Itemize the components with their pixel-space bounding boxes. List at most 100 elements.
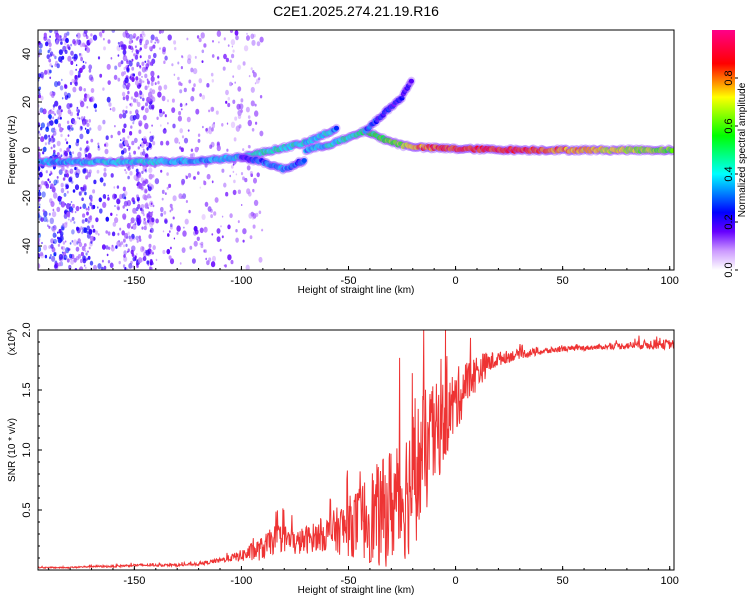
noise-speck xyxy=(71,180,74,184)
noise-speck xyxy=(88,69,92,73)
noise-speck xyxy=(86,225,91,231)
noise-speck xyxy=(142,180,146,187)
noise-speck xyxy=(185,200,188,203)
noise-speck xyxy=(168,230,171,233)
noise-speck xyxy=(89,98,92,102)
noise-speck xyxy=(209,144,213,149)
noise-speck xyxy=(140,204,145,209)
noise-speck xyxy=(52,232,57,238)
noise-speck xyxy=(136,101,141,107)
noise-speck xyxy=(38,94,41,99)
noise-speck xyxy=(121,150,125,155)
noise-speck xyxy=(172,216,175,220)
noise-speck xyxy=(74,81,78,87)
noise-speck xyxy=(252,224,256,229)
noise-speck xyxy=(38,203,41,206)
noise-speck xyxy=(135,80,139,86)
noise-speck xyxy=(201,60,204,63)
noise-speck xyxy=(102,87,105,91)
noise-speck xyxy=(177,61,180,65)
noise-speck xyxy=(82,42,85,47)
noise-speck xyxy=(73,221,76,224)
noise-speck xyxy=(61,78,63,81)
noise-speck xyxy=(90,235,95,242)
noise-speck xyxy=(134,54,139,60)
noise-speck xyxy=(114,125,116,128)
noise-speck xyxy=(72,189,76,193)
noise-speck xyxy=(139,55,142,59)
noise-speck xyxy=(38,237,41,241)
noise-speck xyxy=(126,60,129,65)
noise-speck xyxy=(154,36,158,42)
colorbar: 0.0 0.2 0.4 0.6 0.8 Normalized spectral ampl… xyxy=(712,30,748,278)
noise-speck xyxy=(60,109,63,113)
noise-speck xyxy=(86,93,90,99)
noise-speck xyxy=(144,107,149,114)
noise-speck xyxy=(104,143,107,147)
noise-speck xyxy=(158,30,162,34)
noise-speck xyxy=(208,257,212,262)
noise-speck xyxy=(134,45,137,49)
noise-speck xyxy=(78,242,83,248)
noise-speck xyxy=(203,226,208,233)
noise-speck xyxy=(87,220,90,224)
noise-speck xyxy=(194,55,197,59)
noise-speck xyxy=(144,66,148,72)
noise-speck xyxy=(88,74,93,81)
noise-speck xyxy=(135,168,139,173)
noise-speck xyxy=(127,175,130,180)
noise-speck xyxy=(131,165,134,169)
noise-speck xyxy=(176,225,181,232)
noise-speck xyxy=(49,76,52,80)
noise-speck xyxy=(202,125,204,129)
noise-speck xyxy=(131,66,135,71)
noise-speck xyxy=(79,206,82,210)
noise-speck xyxy=(151,58,156,65)
noise-speck xyxy=(63,254,68,261)
noise-speck xyxy=(191,87,195,92)
noise-speck xyxy=(61,166,65,171)
noise-speck xyxy=(69,242,72,245)
noise-speck xyxy=(85,61,87,64)
noise-speck xyxy=(129,45,133,50)
noise-speck xyxy=(98,197,103,203)
noise-speck xyxy=(87,216,92,223)
noise-speck xyxy=(178,193,183,200)
noise-speck xyxy=(52,208,55,212)
noise-speck xyxy=(247,115,251,119)
noise-speck xyxy=(164,114,167,118)
noise-speck xyxy=(149,266,152,270)
noise-speck xyxy=(235,229,238,233)
noise-speck xyxy=(117,232,120,236)
noise-speck xyxy=(213,211,217,216)
noise-speck xyxy=(53,149,56,154)
noise-speck xyxy=(56,206,61,212)
noise-speck xyxy=(211,106,215,112)
noise-speck xyxy=(66,203,71,210)
noise-speck xyxy=(229,213,233,219)
noise-speck xyxy=(131,140,135,146)
noise-speck xyxy=(53,238,57,245)
noise-speck xyxy=(117,130,121,136)
noise-speck xyxy=(57,243,61,247)
noise-speck xyxy=(53,264,58,269)
noise-speck xyxy=(87,171,92,178)
noise-speck xyxy=(169,246,172,250)
noise-speck xyxy=(193,230,197,236)
noise-speck xyxy=(199,227,204,234)
noise-speck xyxy=(210,208,213,213)
noise-speck xyxy=(120,60,124,65)
noise-speck xyxy=(167,99,169,103)
noise-speck xyxy=(75,205,80,212)
noise-speck xyxy=(211,54,215,58)
noise-speck xyxy=(143,217,146,221)
noise-speck xyxy=(60,133,63,138)
noise-speck xyxy=(200,244,204,249)
noise-speck xyxy=(80,186,85,193)
noise-speck xyxy=(89,241,93,247)
noise-speck xyxy=(53,252,57,257)
noise-speck xyxy=(97,263,102,270)
noise-speck xyxy=(258,210,262,215)
noise-speck xyxy=(126,208,129,212)
noise-speck xyxy=(70,124,73,128)
